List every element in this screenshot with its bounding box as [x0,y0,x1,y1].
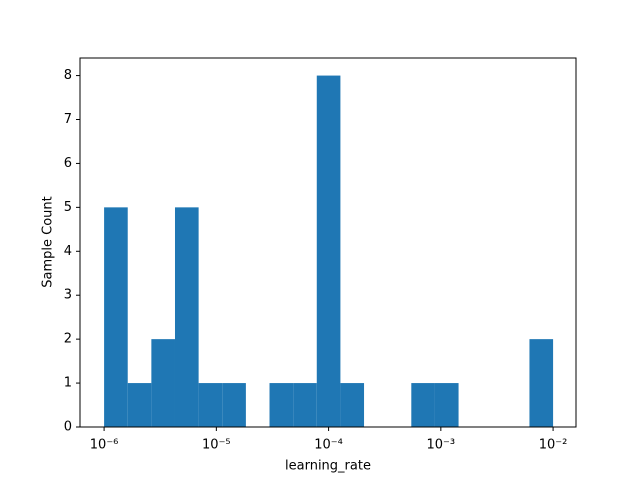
bar [293,383,317,427]
bar [269,383,294,427]
bar [529,339,554,427]
bar [411,383,435,427]
y-tick-label: 6 [64,156,72,171]
bar [316,75,341,428]
y-axis-label: Sample Count [41,196,56,287]
bar [151,339,175,427]
x-tick-label: 10⁻⁵ [202,438,231,453]
y-tick-label: 7 [64,112,72,127]
plot-frame [79,57,577,428]
y-tick-label: 0 [64,420,72,435]
y-tick-label: 1 [64,376,72,391]
bar [104,207,128,427]
x-tick-label: 10⁻⁶ [90,438,119,453]
x-tick-label: 10⁻² [539,438,568,453]
x-tick-label: 10⁻³ [427,438,456,453]
bar [434,383,459,427]
bar [340,383,365,427]
bar [222,383,246,427]
x-tick-label: 10⁻⁴ [314,438,343,453]
bar [198,383,223,427]
bar [127,383,152,427]
bar [174,207,199,427]
y-tick-label: 8 [64,68,72,83]
y-tick-label: 2 [64,332,72,347]
y-tick-label: 5 [64,200,72,215]
y-tick-label: 4 [64,244,72,259]
y-tick-label: 3 [64,288,72,303]
x-axis-label: learning_rate [285,459,371,474]
